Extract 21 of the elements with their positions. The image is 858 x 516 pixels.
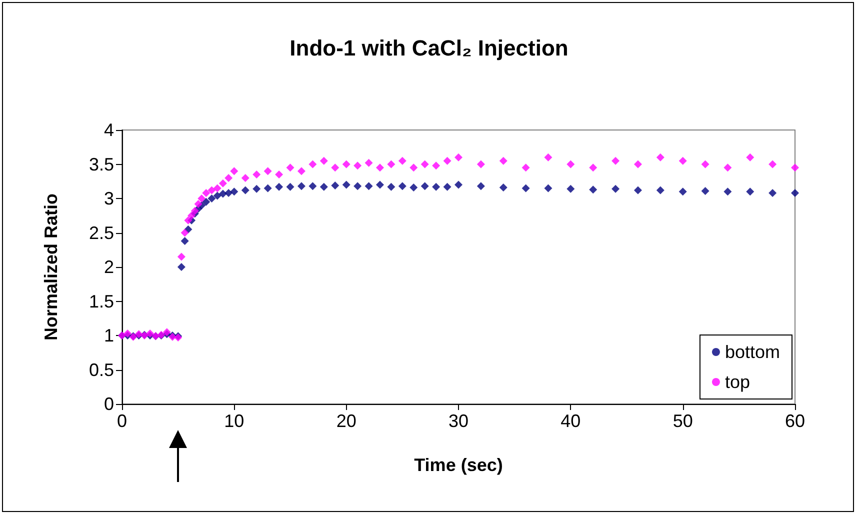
x-tick-label: 0 [116, 411, 128, 431]
y-axis-title: Normalized Ratio [41, 193, 61, 341]
y-tick-label: 1 [104, 326, 114, 346]
x-tick-label: 40 [560, 411, 581, 431]
y-tick-label: 3.5 [88, 154, 114, 174]
y-tick-label: 3 [104, 188, 114, 208]
x-tick-label: 60 [784, 411, 806, 431]
y-tick-label: 4 [104, 120, 114, 140]
y-tick-label: 0 [104, 394, 114, 414]
x-tick-label: 50 [672, 411, 693, 431]
y-tick-label: 1.5 [88, 291, 114, 312]
x-axis-title: Time (sec) [414, 455, 503, 475]
y-tick-label: 2 [104, 257, 114, 277]
x-tick-label: 10 [224, 411, 244, 431]
x-tick-label: 30 [448, 411, 469, 431]
x-tick-label: 20 [336, 411, 356, 431]
y-tick-label: 2.5 [88, 222, 114, 243]
y-tick-label: 0.5 [88, 360, 114, 380]
chart-title: Indo-1 with CaCl₂ Injection [290, 36, 568, 60]
legend-label: top [724, 372, 750, 392]
legend-label: bottom [724, 342, 780, 362]
